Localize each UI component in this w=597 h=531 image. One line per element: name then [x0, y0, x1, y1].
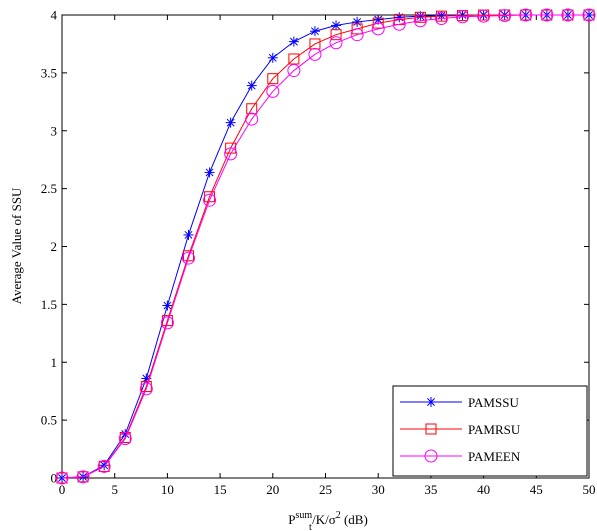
legend-item-pamssu: PAMSSU [400, 395, 519, 410]
x-tick-label: 40 [477, 482, 490, 497]
data-point-pamrsu [182, 250, 194, 262]
data-point-pamssu [183, 229, 194, 240]
legend-marker [426, 397, 436, 407]
data-point-pamrsu [372, 17, 384, 29]
series-pameen [55, 8, 596, 485]
data-point-pamrsu [309, 38, 321, 50]
data-point-pameen [561, 8, 575, 22]
y-tick-label: 3 [51, 123, 58, 138]
y-tick-label: 0.5 [41, 413, 57, 428]
y-tick-label: 1.5 [41, 297, 57, 312]
data-point-pameen [203, 193, 217, 207]
data-point-pamssu [373, 14, 384, 25]
legend-marker [425, 423, 437, 435]
data-point-pamssu [162, 300, 173, 311]
data-point-pameen [224, 147, 238, 161]
y-tick-label: 2.5 [41, 181, 57, 196]
x-tick-label: 35 [424, 482, 437, 497]
data-point-pameen [477, 9, 491, 23]
data-point-pameen [329, 36, 343, 50]
data-point-pameen [498, 9, 512, 23]
data-point-pameen [76, 470, 90, 484]
legend-label: PAMSSU [468, 395, 519, 410]
x-axis-label-subscript: t [309, 522, 312, 531]
data-point-pameen [287, 64, 301, 78]
data-point-pamrsu [161, 315, 173, 327]
data-point-pameen [456, 10, 470, 24]
x-axis-label-base: P [288, 512, 295, 527]
data-point-pamssu [267, 52, 278, 63]
data-point-pameen [139, 382, 153, 396]
data-point-pameen [266, 84, 280, 98]
y-tick-label: 1 [51, 355, 58, 370]
x-tick-label: 5 [111, 482, 118, 497]
legend-marker [424, 449, 438, 463]
data-point-pamssu [225, 117, 236, 128]
y-tick-label: 0 [51, 471, 58, 486]
data-point-pamrsu [288, 53, 300, 65]
data-point-pamssu [288, 36, 299, 47]
data-point-pamrsu [140, 381, 152, 393]
data-point-pameen [350, 28, 364, 42]
y-tick-label: 4 [51, 8, 58, 23]
x-axis-label-rest-superscript: 2 [336, 510, 341, 521]
x-axis-label-rest: /K/σ [312, 512, 336, 527]
x-axis-label: Psum/K/σ2 (dB) [288, 510, 368, 527]
data-point-pamrsu [330, 29, 342, 41]
data-point-pamrsu [351, 23, 363, 35]
data-point-pamssu [352, 16, 363, 27]
data-point-pameen [97, 459, 111, 473]
data-point-pamssu [331, 20, 342, 31]
data-point-pameen [118, 432, 132, 446]
y-axis-label: Average Value of SSU [9, 187, 24, 304]
tick-labels: 0 5 10 15 20 25 30 35 40 45 50 0 0.5 1 1.5 2 2.5 3 3.5 4 [41, 8, 596, 498]
data-point-pameen [582, 8, 596, 22]
data-point-pameen [519, 8, 533, 22]
data-point-pamssu [204, 167, 215, 178]
y-tick-label: 2 [51, 239, 58, 254]
x-axis-label-unit: (dB) [341, 512, 368, 527]
data-point-pameen [55, 471, 69, 485]
data-point-pameen [181, 251, 195, 265]
legend-item-pamrsu: PAMRSU [400, 422, 521, 437]
x-tick-label: 15 [214, 482, 227, 497]
data-point-pameen [392, 17, 406, 31]
x-tick-label: 0 [59, 482, 66, 497]
data-point-pamrsu [435, 10, 447, 22]
x-tick-label: 30 [372, 482, 385, 497]
data-point-pameen [413, 14, 427, 28]
data-point-pameen [540, 8, 554, 22]
data-point-pameen [308, 47, 322, 61]
legend: PAMSSU PAMRSU PAMEEN [392, 385, 588, 477]
x-tick-label: 10 [161, 482, 174, 497]
x-tick-label: 25 [319, 482, 332, 497]
x-axis-label-superscript: sum [295, 510, 312, 521]
data-point-pameen [434, 11, 448, 25]
data-point-pamrsu [98, 460, 110, 472]
legend-label: PAMRSU [468, 422, 521, 437]
data-point-pameen [371, 22, 385, 36]
x-tick-label: 45 [530, 482, 543, 497]
legend-item-pameen: PAMEEN [400, 449, 521, 464]
series-line-pameen [61, 14, 589, 479]
series-line-pamrsu [61, 14, 589, 479]
x-tick-label: 50 [583, 482, 596, 497]
x-tick-label: 20 [266, 482, 279, 497]
data-point-pamssu [394, 12, 405, 23]
data-point-pamssu [246, 80, 257, 91]
data-point-pamssu [309, 26, 320, 37]
legend-box [392, 385, 588, 477]
data-point-pamrsu [267, 73, 279, 85]
data-point-pameen [245, 112, 259, 126]
y-tick-label: 3.5 [41, 65, 57, 80]
data-point-pamrsu [246, 103, 258, 115]
legend-label: PAMEEN [468, 449, 521, 464]
series-layer [55, 8, 596, 485]
data-point-pameen [160, 316, 174, 330]
